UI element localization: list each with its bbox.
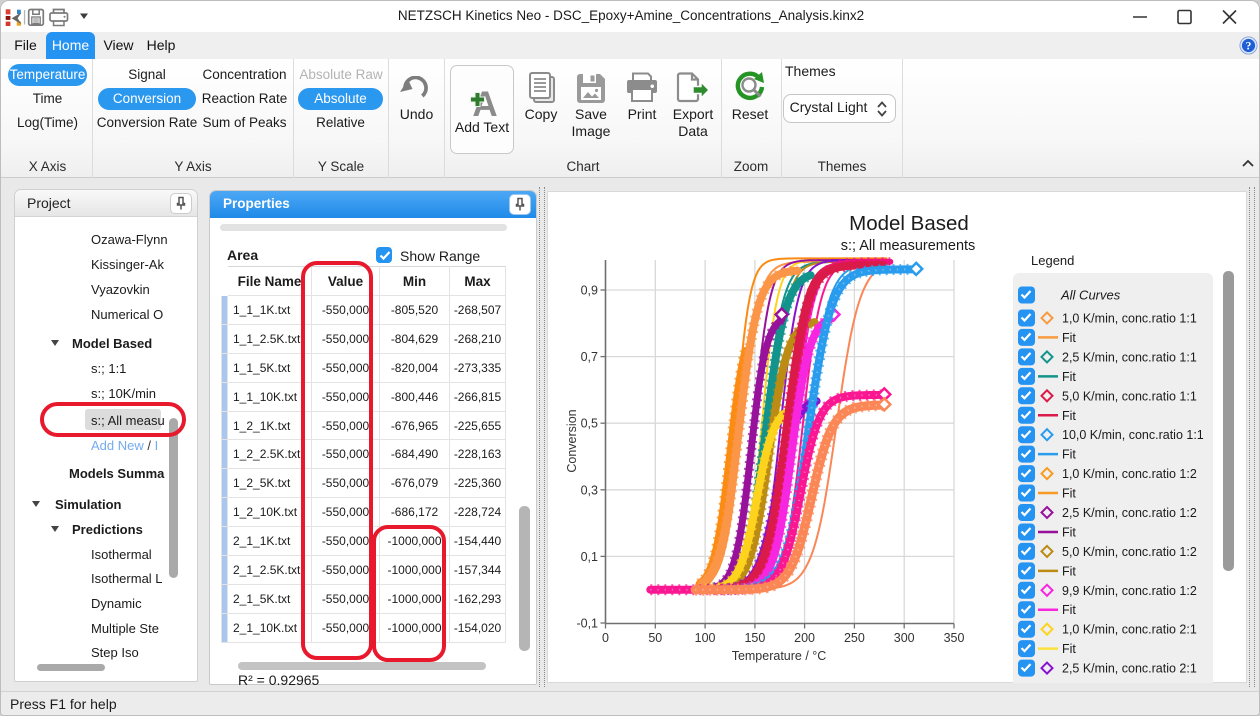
svg-text:Fit: Fit [1062, 331, 1076, 345]
svg-text:1,0 K/min, conc.ratio 1:2: 1,0 K/min, conc.ratio 1:2 [1062, 467, 1197, 481]
svg-text:1,0 K/min, conc.ratio 1:1: 1,0 K/min, conc.ratio 1:1 [1062, 312, 1197, 326]
svg-text:?: ? [1246, 40, 1252, 52]
svg-text:150: 150 [744, 631, 765, 645]
svg-text:2,5 K/min, conc.ratio 1:2: 2,5 K/min, conc.ratio 1:2 [1062, 506, 1197, 520]
svg-text:200: 200 [794, 631, 815, 645]
svg-text:Temperature / °C: Temperature / °C [732, 649, 827, 663]
svg-text:Fit: Fit [1062, 370, 1076, 384]
svg-text:Fit: Fit [1062, 409, 1076, 423]
svg-text:All Curves: All Curves [1060, 288, 1121, 303]
svg-text:0,3: 0,3 [581, 483, 598, 497]
svg-text:Fit: Fit [1062, 642, 1076, 656]
svg-text:9,9 K/min, conc.ratio 1:2: 9,9 K/min, conc.ratio 1:2 [1062, 584, 1197, 598]
svg-text:5,0 K/min, conc.ratio 1:1: 5,0 K/min, conc.ratio 1:1 [1062, 389, 1197, 403]
svg-text:5,0 K/min, conc.ratio 1:2: 5,0 K/min, conc.ratio 1:2 [1062, 545, 1197, 559]
svg-text:0,1: 0,1 [581, 550, 598, 564]
svg-text:0: 0 [602, 631, 609, 645]
svg-text:Fit: Fit [1062, 603, 1076, 617]
svg-text:0,5: 0,5 [581, 417, 598, 431]
svg-text:10,0 K/min, conc.ratio 1:1: 10,0 K/min, conc.ratio 1:1 [1062, 428, 1204, 442]
svg-text:Fit: Fit [1062, 487, 1076, 501]
svg-text:Legend: Legend [1031, 253, 1074, 268]
svg-text:50: 50 [648, 631, 662, 645]
svg-text:s:; All measurements: s:; All measurements [841, 238, 976, 254]
svg-text:350: 350 [944, 631, 965, 645]
svg-text:0,7: 0,7 [581, 350, 598, 364]
svg-text:2,5 K/min, conc.ratio 2:1: 2,5 K/min, conc.ratio 2:1 [1062, 662, 1197, 676]
svg-text:300: 300 [894, 631, 915, 645]
svg-text:0,9: 0,9 [581, 284, 598, 298]
svg-text:Fit: Fit [1062, 564, 1076, 578]
svg-text:Fit: Fit [1062, 448, 1076, 462]
svg-text:100: 100 [695, 631, 716, 645]
svg-text:250: 250 [844, 631, 865, 645]
svg-text:Conversion: Conversion [565, 409, 579, 472]
svg-text:-0,1: -0,1 [576, 617, 598, 631]
svg-text:1,0 K/min, conc.ratio 2:1: 1,0 K/min, conc.ratio 2:1 [1062, 623, 1197, 637]
svg-text:2,5 K/min, conc.ratio 1:1: 2,5 K/min, conc.ratio 1:1 [1062, 350, 1197, 364]
svg-text:Fit: Fit [1062, 526, 1076, 540]
svg-text:Model Based: Model Based [849, 212, 969, 235]
